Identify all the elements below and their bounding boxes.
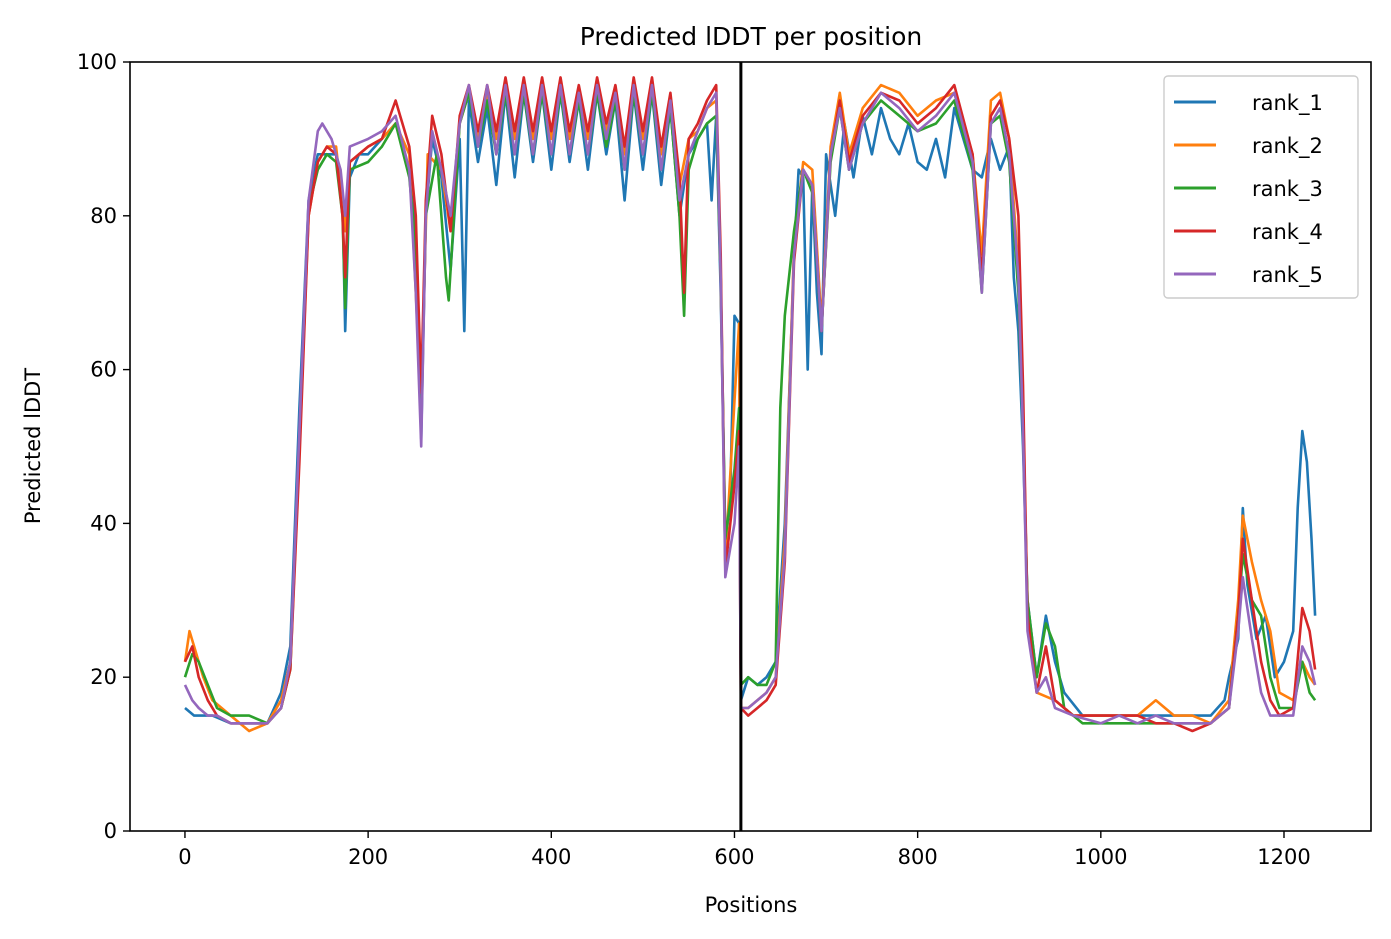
legend: rank_1 rank_2 rank_3 rank_4 rank_5: [1163, 75, 1359, 299]
x-axis-label: Positions: [705, 893, 798, 917]
series-line-rank_5: [183, 83, 1317, 725]
y-axis: 0 20 40 60 80 100: [77, 50, 130, 843]
plot-frame: [129, 61, 1372, 832]
plot-series-group: [183, 76, 1317, 733]
x-tick-label: 400: [531, 845, 571, 869]
x-tick-label: 200: [348, 845, 388, 869]
legend-label-rank_4: rank_4: [1252, 220, 1323, 245]
legend-box: [1163, 75, 1359, 299]
y-tick-label: 80: [90, 204, 117, 228]
x-axis: 0 200 400 600 800 1000 1200: [178, 831, 1311, 869]
y-axis-label: Predicted lDDT: [21, 368, 45, 524]
y-tick-label: 100: [77, 50, 117, 74]
series-line-rank_4: [183, 76, 1317, 733]
y-tick-label: 40: [90, 511, 117, 535]
y-tick-label: 0: [104, 819, 117, 843]
legend-label-rank_1: rank_1: [1252, 91, 1323, 116]
chart-title: Predicted lDDT per position: [580, 22, 922, 51]
x-tick-label: 1200: [1257, 845, 1310, 869]
legend-label-rank_2: rank_2: [1252, 134, 1323, 159]
legend-label-rank_3: rank_3: [1252, 177, 1323, 202]
y-tick-label: 20: [90, 665, 117, 689]
x-tick-label: 0: [178, 845, 191, 869]
x-tick-label: 600: [714, 845, 754, 869]
y-tick-label: 60: [90, 358, 117, 382]
legend-label-rank_5: rank_5: [1252, 263, 1323, 288]
x-tick-label: 800: [898, 845, 938, 869]
x-tick-label: 1000: [1074, 845, 1127, 869]
